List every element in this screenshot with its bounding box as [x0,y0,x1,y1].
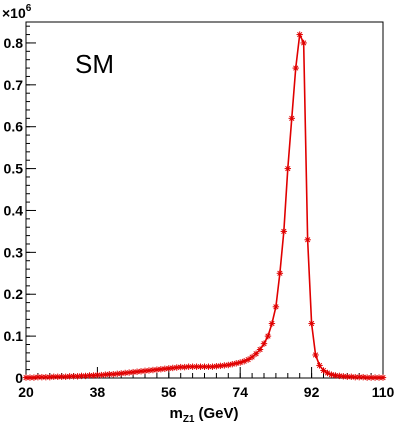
data-point-marker [292,64,299,72]
data-point-marker [94,371,101,379]
data-point-marker [66,373,73,380]
data-point-marker [304,236,311,243]
data-point-marker [78,372,85,380]
data-point-marker [42,373,50,381]
series-layer [22,31,387,381]
data-point-marker [379,374,387,381]
y-tick-label: 0.6 [4,119,24,135]
data-point-marker [268,320,276,327]
x-tick-label: 56 [161,384,177,400]
data-point-marker [328,371,335,378]
data-point-marker [193,363,200,370]
series-line [26,33,383,379]
y-tick-label: 0.2 [4,286,24,302]
y-tick-label: 0.8 [4,35,24,51]
y-tick-label: 0.3 [4,244,24,260]
data-point-marker [280,228,288,235]
x-tick-label: 92 [304,384,320,400]
data-point-marker [229,360,236,368]
y-tick-label: 0.4 [4,202,24,218]
x-tick-label: 38 [90,384,106,400]
y-multiplier: ×106 [2,3,32,21]
x-tick-label: 110 [372,384,395,400]
data-point-marker [375,374,383,381]
data-point-marker [264,332,272,340]
data-point-marker [177,363,184,371]
y-tick-label: 0.7 [4,77,24,93]
annotation-label: SM [75,49,114,79]
x-axis: 20 38 56 74 92 110 [18,367,395,400]
x-axis-title: mZ1 (GeV) [169,405,238,425]
data-point-marker [252,350,260,357]
data-point-marker [316,362,323,369]
data-point-marker [22,374,30,381]
y-tick-label: 0.1 [4,328,24,344]
data-point-marker [260,340,268,347]
data-point-marker [308,320,315,327]
data-point-marker [189,363,196,370]
y-tick-label: 0 [15,370,23,386]
y-axis: 0 0.1 0.2 0.3 0.4 0.5 0.6 0.7 0.8 [4,25,36,386]
data-point-marker [284,165,291,172]
data-point-marker [340,373,347,380]
data-point-marker [233,360,240,367]
x-tick-label: 74 [232,384,248,400]
data-point-marker [276,270,284,277]
data-point-marker [356,373,363,381]
data-point-marker [288,115,295,122]
data-point-marker [201,363,208,370]
x-tick-label: 20 [18,384,34,400]
data-point-marker [296,31,303,38]
data-point-marker [272,303,280,310]
data-point-marker [256,346,264,353]
data-point-marker [98,371,105,379]
y-tick-label: 0.5 [4,161,24,177]
data-point-marker [86,372,93,379]
data-point-marker [300,39,307,47]
data-point-marker [312,351,319,359]
data-point-marker [225,361,232,369]
